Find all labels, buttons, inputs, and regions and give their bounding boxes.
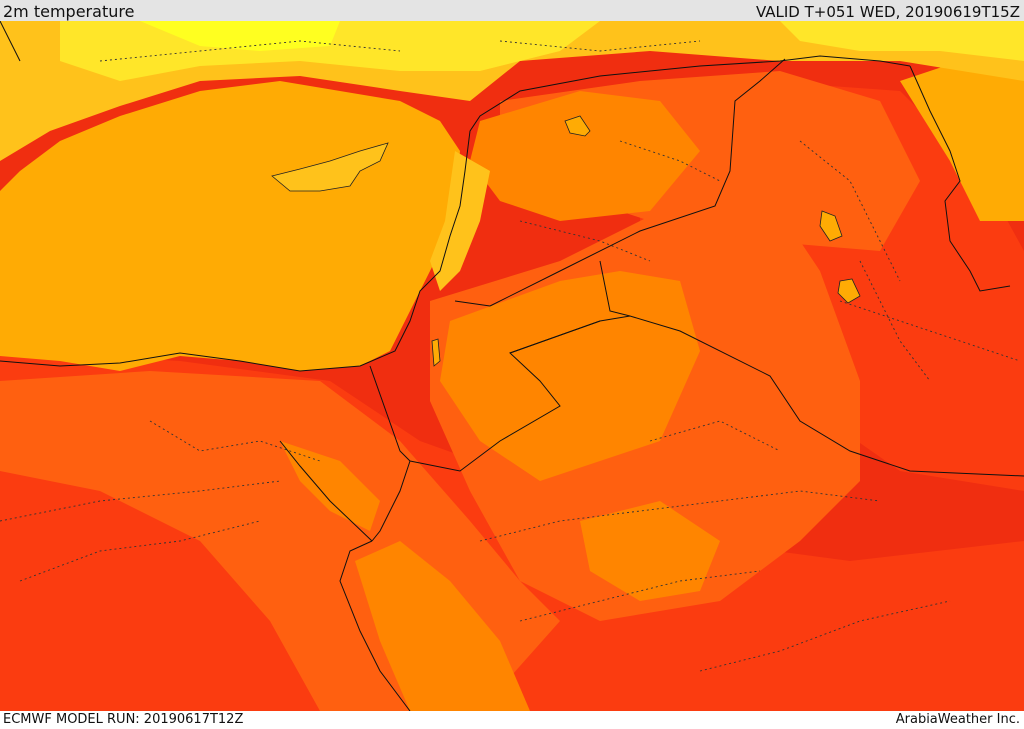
credit-label: ArabiaWeather Inc. [895,712,1020,727]
country-borders [0,20,1024,712]
field-mediterranean [0,81,460,371]
field-levant-yellow [430,151,490,291]
temperature-map [0,20,1024,712]
map-title: 2m temperature [3,2,135,21]
lake-milh [837,278,861,304]
model-run-label: ECMWF MODEL RUN: 20190617T12Z [3,712,244,727]
map-canvas [0,20,1024,712]
field-amber-east [900,61,1024,221]
field-orange-jordan [440,271,700,481]
field-orange-saudi [580,501,720,601]
field-orange-syria [470,91,700,221]
field-bright-yellow [140,21,340,51]
field-yellow-east [780,21,1024,61]
province-boundaries [0,40,1021,672]
valid-time: VALID T+051 WED, 20190619T15Z [755,3,1020,21]
cyprus-island [271,142,389,192]
lake-assad [564,115,591,137]
field-orange-sinai [280,441,380,531]
field-orange-redsea [355,541,530,711]
dead-sea [431,338,441,367]
lake-tharthar [819,210,843,242]
header-bar: 2m temperature VALID T+051 WED, 20190619… [0,0,1024,21]
footer-bar: ECMWF MODEL RUN: 20190617T12Z ArabiaWeat… [0,711,1024,729]
